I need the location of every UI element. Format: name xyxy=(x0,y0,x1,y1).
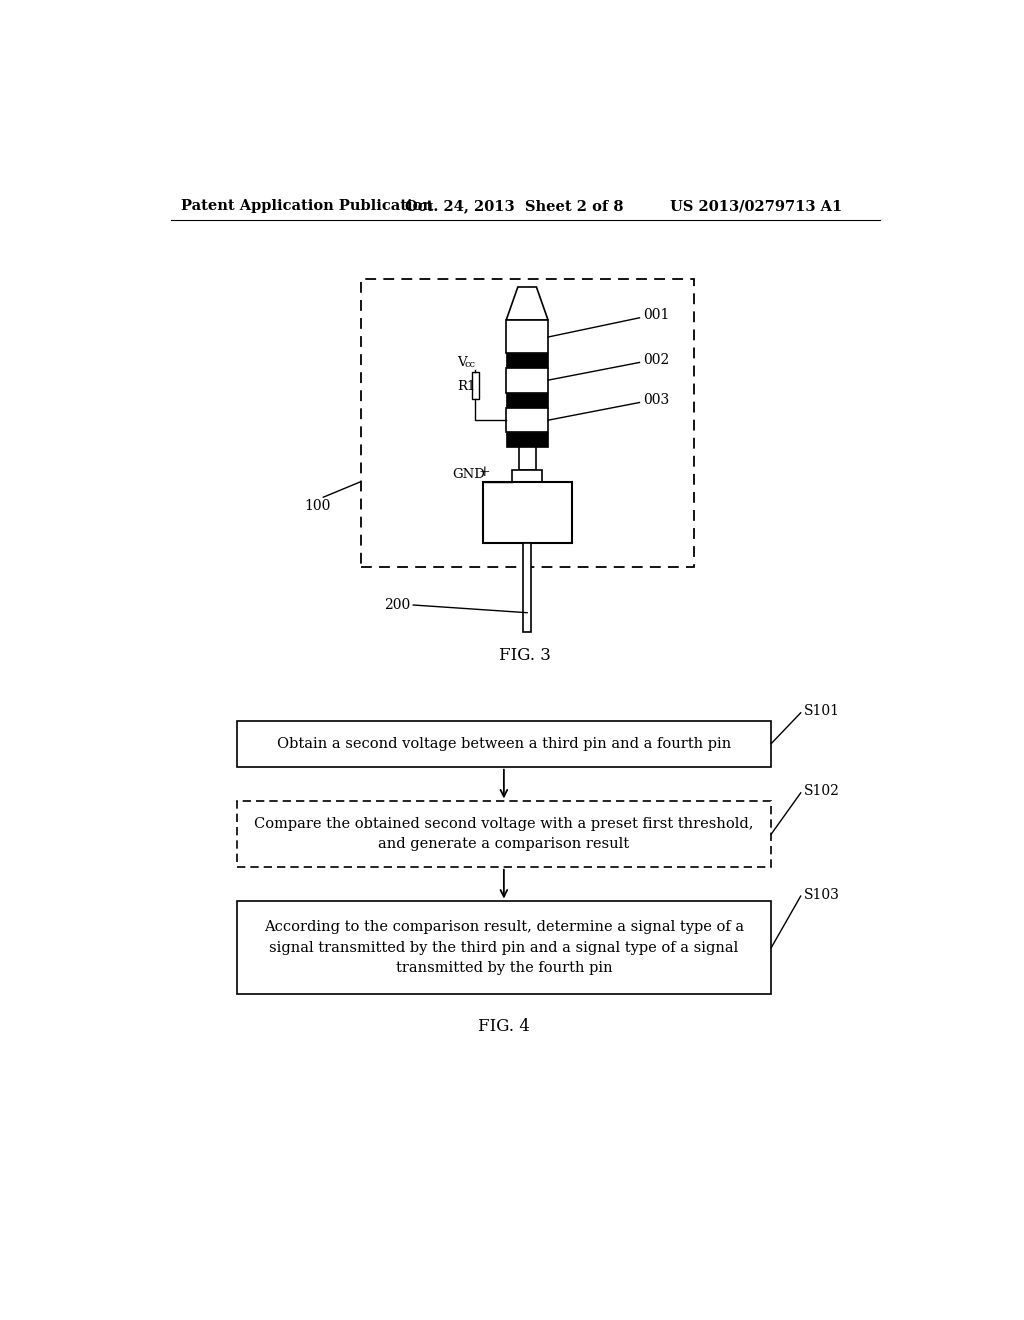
Text: S102: S102 xyxy=(804,784,840,799)
Text: 002: 002 xyxy=(643,354,670,367)
Bar xyxy=(237,902,771,994)
Text: 003: 003 xyxy=(643,393,670,407)
Text: Obtain a second voltage between a third pin and a fourth pin: Obtain a second voltage between a third … xyxy=(276,737,731,751)
Bar xyxy=(360,280,693,566)
Bar xyxy=(506,354,548,368)
Text: 100: 100 xyxy=(305,499,331,513)
Text: Compare the obtained second voltage with a preset first threshold,
and generate : Compare the obtained second voltage with… xyxy=(254,817,754,851)
Bar xyxy=(518,447,536,470)
Polygon shape xyxy=(506,286,548,321)
Text: Patent Application Publication: Patent Application Publication xyxy=(180,199,433,213)
Bar xyxy=(523,544,531,632)
Bar xyxy=(237,801,771,867)
Bar xyxy=(506,393,548,408)
Text: V: V xyxy=(458,356,467,370)
Bar xyxy=(506,321,548,354)
Bar xyxy=(506,408,548,432)
Text: According to the comparison result, determine a signal type of a
signal transmit: According to the comparison result, dete… xyxy=(264,920,744,975)
Bar xyxy=(472,372,479,399)
Bar xyxy=(512,470,542,482)
Text: S101: S101 xyxy=(804,705,840,718)
Text: R1: R1 xyxy=(458,380,476,393)
Text: FIG. 3: FIG. 3 xyxy=(499,647,551,664)
Bar xyxy=(483,482,572,544)
Text: US 2013/0279713 A1: US 2013/0279713 A1 xyxy=(671,199,843,213)
Text: +: + xyxy=(478,465,490,479)
Text: Oct. 24, 2013  Sheet 2 of 8: Oct. 24, 2013 Sheet 2 of 8 xyxy=(406,199,624,213)
Bar xyxy=(506,368,548,393)
Text: GND: GND xyxy=(452,467,484,480)
Text: 001: 001 xyxy=(643,309,670,322)
Text: 200: 200 xyxy=(384,598,410,612)
Text: cc: cc xyxy=(464,360,475,370)
Text: FIG. 4: FIG. 4 xyxy=(478,1019,529,1035)
Text: S103: S103 xyxy=(804,887,840,902)
Bar xyxy=(237,721,771,767)
Bar xyxy=(506,432,548,447)
